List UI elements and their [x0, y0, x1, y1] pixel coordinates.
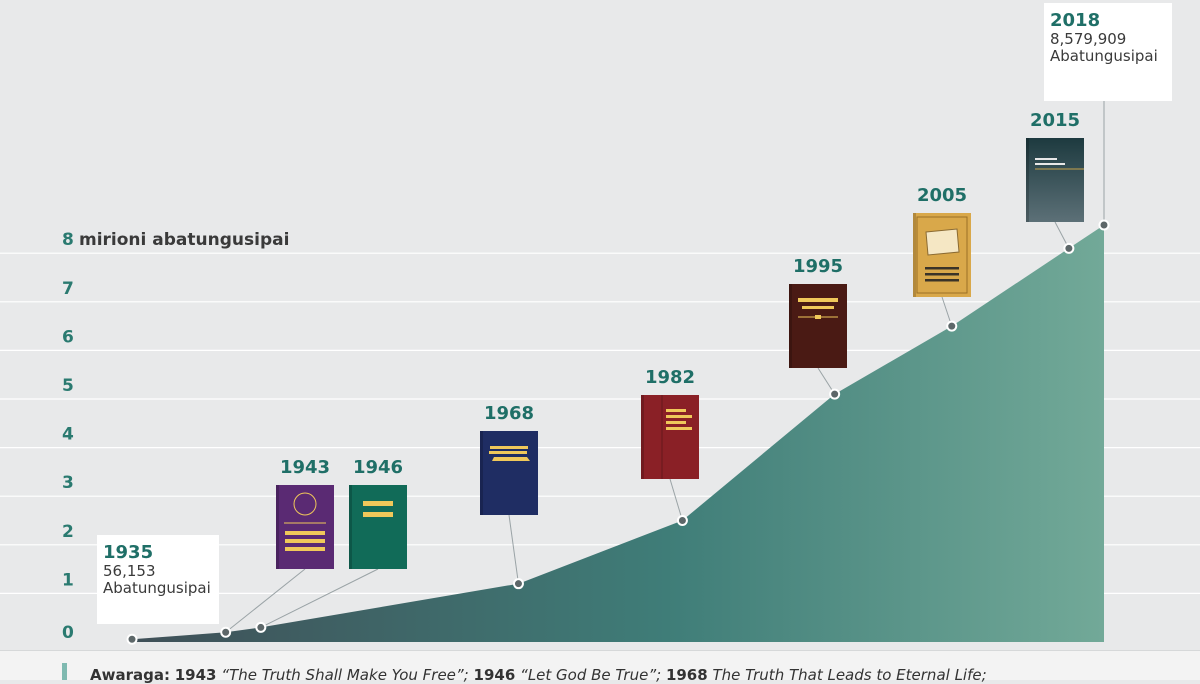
caption-year-1946: 1946 [473, 666, 516, 684]
book-cover-1946 [349, 485, 407, 569]
book-cover-1982 [641, 395, 699, 479]
members-area [132, 225, 1104, 642]
end-year: 2018 [1050, 10, 1101, 31]
book-year-label: 2015 [1030, 110, 1080, 131]
data-point [1098, 219, 1110, 231]
y-tick-label: 3 [62, 473, 74, 493]
y-tick-label: 7 [62, 279, 74, 299]
end-callout: 2018 8,579,909 Abatungusipai [1044, 3, 1172, 101]
leader-line [225, 568, 306, 633]
book-cover-1943 [276, 485, 334, 569]
end-label: Abatungusipai [1050, 47, 1158, 65]
start-count: 56,153 [103, 562, 156, 580]
data-point [220, 626, 232, 638]
data-point [512, 578, 524, 590]
caption-title-1968: The Truth That Leads to Eternal Life; [712, 666, 987, 684]
leader-line [508, 514, 519, 584]
book-year-label: 1982 [645, 367, 695, 388]
book-year-label: 2005 [917, 185, 967, 206]
y-tick-label: 8 [62, 230, 74, 250]
caption-title-1943: “The Truth Shall Make You Free”; [221, 666, 469, 684]
y-tick-label: 5 [62, 376, 74, 396]
y-tick-label: 4 [62, 425, 74, 445]
data-points [126, 219, 1110, 645]
y-tick-label: 6 [62, 327, 74, 347]
data-point [126, 633, 138, 645]
caption-marker [62, 663, 67, 680]
book-covers: 1943 1946 1968 1982 1995 2005 2015 [276, 110, 1084, 569]
y-tick-label: 2 [62, 522, 74, 542]
book-cover-2005 [913, 213, 971, 297]
book-year-label: 1943 [280, 457, 330, 478]
caption-label: Awaraga: [90, 666, 170, 684]
start-label: Abatungusipai [103, 579, 211, 597]
book-year-label: 1995 [793, 256, 843, 277]
data-point [1063, 242, 1075, 254]
book-cover-2015 [1026, 138, 1084, 222]
y-tick-label: 0 [62, 623, 74, 643]
data-point [946, 320, 958, 332]
caption: Awaraga: 1943 “The Truth Shall Make You … [0, 650, 1200, 684]
y-axis-ticks: 0 1 2 3 4 5 6 7 8 [62, 230, 74, 643]
y-tick-label: 1 [62, 570, 74, 590]
y-axis-title: mirioni abatungusipai [79, 230, 289, 250]
book-year-label: 1968 [484, 403, 534, 424]
caption-title-1946: “Let God Be True”; [520, 666, 662, 684]
data-point [676, 515, 688, 526]
start-callout: 1935 56,153 Abatungusipai [97, 535, 219, 624]
book-cover-1968 [480, 431, 538, 515]
data-point [255, 621, 267, 633]
data-point [829, 388, 841, 400]
book-cover-1995 [789, 284, 847, 368]
end-count: 8,579,909 [1050, 30, 1127, 48]
caption-text: Awaraga: 1943 “The Truth Shall Make You … [90, 666, 987, 684]
caption-year-1943: 1943 [174, 666, 217, 684]
book-year-label: 1946 [353, 457, 403, 478]
leader-line [669, 478, 683, 521]
caption-year-1968: 1968 [665, 666, 708, 684]
leader-line [260, 568, 379, 628]
start-year: 1935 [103, 542, 154, 563]
